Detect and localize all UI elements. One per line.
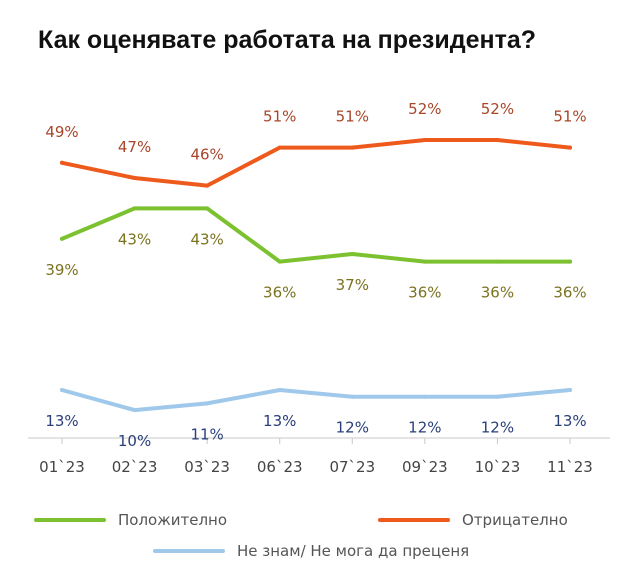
- data-label: 36%: [408, 284, 441, 302]
- data-label: 11%: [190, 425, 223, 443]
- data-label: 36%: [481, 284, 514, 302]
- data-labels: 49% 47% 46% 51% 51% 52% 52% 51% 39% 43% 43% 36% 37% 3…: [45, 100, 586, 450]
- data-point: [132, 408, 137, 413]
- data-point: [422, 394, 427, 399]
- data-point: [205, 183, 210, 188]
- data-point: [205, 206, 210, 211]
- data-label: 10%: [118, 432, 151, 450]
- data-label: 52%: [481, 100, 514, 118]
- data-point: [568, 145, 572, 150]
- data-label: 12%: [336, 419, 369, 437]
- x-tick-label: 01`23: [39, 458, 85, 476]
- series-lines: [60, 138, 572, 413]
- data-point: [350, 145, 355, 150]
- data-point: [422, 138, 427, 142]
- data-point: [422, 259, 427, 264]
- data-label: 13%: [45, 412, 78, 430]
- chart-title: Как оценявате работата на президента?: [38, 26, 536, 54]
- data-label: 49%: [45, 123, 78, 141]
- data-point: [277, 145, 282, 150]
- data-point: [568, 388, 572, 392]
- x-tick-label: 02`23: [112, 458, 158, 476]
- data-label: 51%: [553, 108, 586, 126]
- data-label: 13%: [263, 412, 296, 430]
- data-label: 12%: [481, 419, 514, 437]
- data-point: [205, 401, 210, 406]
- legend: Положително Отрицателно Не знам/ Не мога д…: [34, 511, 568, 560]
- data-point: [132, 176, 137, 180]
- data-label: 51%: [263, 108, 296, 126]
- data-label: 46%: [190, 146, 223, 164]
- legend-label: Не знам/ Не мога да преценя: [237, 542, 469, 560]
- data-label: 12%: [408, 419, 441, 437]
- data-label: 37%: [336, 276, 369, 294]
- data-label: 43%: [190, 230, 223, 248]
- x-tick-label: 06`23: [257, 458, 303, 476]
- data-label: 43%: [118, 230, 151, 248]
- data-point: [60, 236, 64, 241]
- x-tick-label: 11`23: [547, 458, 593, 476]
- series-line: [60, 388, 572, 413]
- data-point: [495, 259, 500, 264]
- data-point: [60, 388, 64, 392]
- data-point: [132, 206, 137, 211]
- data-point: [568, 259, 572, 264]
- data-label: 13%: [553, 412, 586, 430]
- data-label: 36%: [263, 284, 296, 302]
- data-label: 51%: [336, 108, 369, 126]
- data-point: [350, 394, 355, 399]
- data-label: 47%: [118, 138, 151, 156]
- x-tick-label: 07`23: [329, 458, 375, 476]
- data-point: [60, 160, 64, 165]
- data-point: [495, 138, 500, 142]
- series-line: [60, 138, 572, 188]
- x-tick-label: 09`23: [402, 458, 448, 476]
- data-label: 36%: [553, 284, 586, 302]
- legend-label: Отрицателно: [462, 511, 568, 529]
- x-axis-ticks: 01`23 02`23 03`23 06`23 07`23 09`23 10`23 11`23: [39, 438, 593, 476]
- x-tick-label: 03`23: [184, 458, 230, 476]
- legend-label: Положително: [118, 511, 227, 529]
- data-label: 52%: [408, 100, 441, 118]
- data-point: [495, 394, 500, 399]
- data-point: [350, 252, 355, 256]
- data-label: 39%: [45, 261, 78, 279]
- x-tick-label: 10`23: [475, 458, 521, 476]
- data-point: [277, 388, 282, 392]
- series-line: [60, 206, 572, 264]
- data-point: [277, 259, 282, 264]
